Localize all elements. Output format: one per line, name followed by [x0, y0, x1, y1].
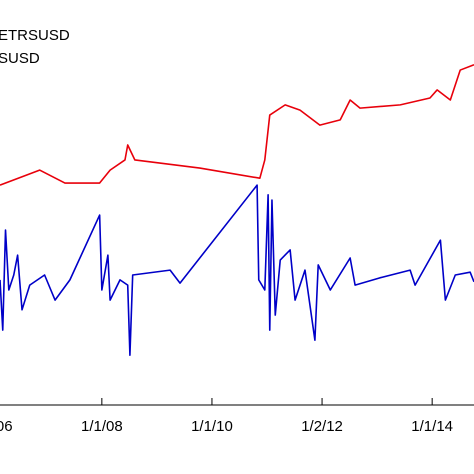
legend-label: ETRSUSD [0, 27, 70, 44]
x-tick-label: 1/1/14 [411, 418, 453, 435]
series-line [0, 184, 474, 356]
legend-label: SUSD [0, 50, 40, 67]
series-line [0, 64, 474, 186]
x-tick-label: 1/2/12 [301, 418, 343, 435]
x-tick-label: 1/1/10 [191, 418, 233, 435]
x-tick-label: 1/1/06 [0, 418, 13, 435]
x-tick-label: 1/1/08 [81, 418, 123, 435]
